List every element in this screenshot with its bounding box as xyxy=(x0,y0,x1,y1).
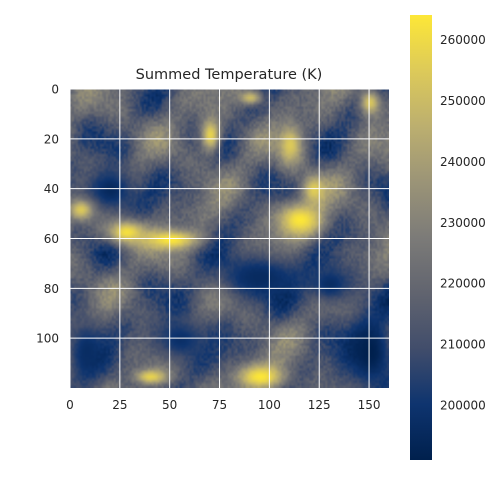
x-axis: 0 25 50 75 100 125 150 xyxy=(66,398,380,412)
chart-title: Summed Temperature (K) xyxy=(136,67,323,83)
x-tick-label: 0 xyxy=(66,398,74,412)
colorbar xyxy=(410,15,432,460)
x-tick-label: 50 xyxy=(162,398,177,412)
colorbar-tick-label: 260000 xyxy=(440,33,486,47)
x-tick-label: 100 xyxy=(258,398,281,412)
colorbar-tick-label: 220000 xyxy=(440,277,486,291)
colorbar-tick-label: 210000 xyxy=(440,338,486,352)
x-tick-label: 25 xyxy=(112,398,127,412)
x-tick-label: 150 xyxy=(358,398,381,412)
y-tick-label: 80 xyxy=(44,282,59,296)
x-tick-label: 75 xyxy=(212,398,227,412)
x-tick-label: 125 xyxy=(308,398,331,412)
y-tick-label: 60 xyxy=(44,232,59,246)
grid-lines xyxy=(69,88,389,388)
colorbar-tick-label: 240000 xyxy=(440,155,486,169)
y-tick-label: 100 xyxy=(36,332,59,346)
colorbar-axis: 200000 210000 220000 230000 240000 250000 2600… xyxy=(440,33,486,413)
y-tick-label: 0 xyxy=(51,83,59,97)
y-axis: 0 20 40 60 80 100 xyxy=(36,83,59,346)
y-tick-label: 40 xyxy=(44,182,59,196)
y-tick-label: 20 xyxy=(44,132,59,146)
colorbar-tick-label: 200000 xyxy=(440,399,486,413)
colorbar-tick-label: 250000 xyxy=(440,94,486,108)
colorbar-tick-label: 230000 xyxy=(440,216,486,230)
